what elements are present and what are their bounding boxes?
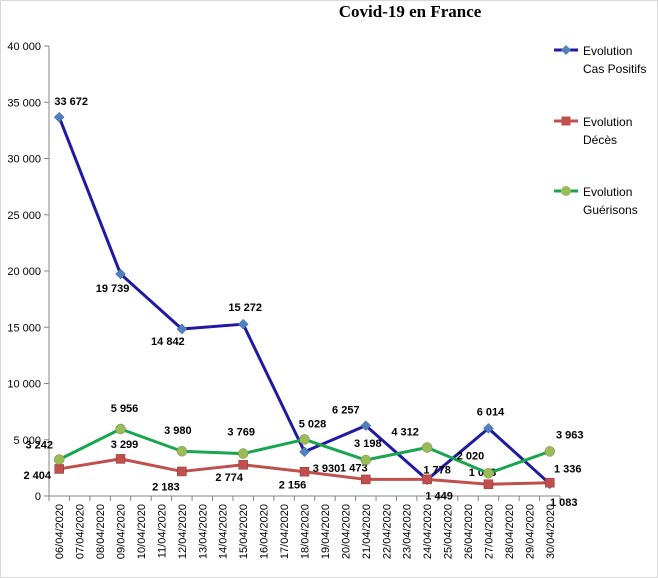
data-point [53, 111, 65, 123]
data-point [421, 442, 433, 453]
data-label: 2 020 [457, 450, 485, 462]
legend-label: Décès [583, 133, 617, 147]
legend-label: Evolution [583, 115, 632, 129]
data-point [54, 464, 64, 474]
data-label: 14 842 [151, 336, 185, 348]
data-label: 5 028 [299, 418, 327, 430]
data-point [422, 474, 432, 485]
x-tick-label: 18/04/2020 [300, 504, 312, 559]
legend-label: Evolution [583, 44, 632, 58]
data-label: 3 769 [227, 427, 255, 439]
x-tick-label: 09/04/2020 [116, 504, 128, 559]
data-label: 19 739 [96, 283, 130, 295]
x-tick-label: 16/04/2020 [259, 504, 271, 559]
data-label: 3 963 [556, 429, 584, 441]
x-tick-label: 25/04/2020 [443, 504, 455, 559]
data-label: 5 956 [111, 403, 139, 415]
y-tick-label: 40 000 [7, 41, 41, 53]
x-tick-label: 30/04/2020 [545, 504, 557, 559]
legend-marker [561, 186, 571, 196]
x-tick-label: 15/04/2020 [238, 504, 250, 559]
x-tick-label: 23/04/2020 [402, 504, 414, 559]
data-point [237, 318, 249, 330]
data-label: 1 449 [425, 491, 453, 503]
data-label: 3 198 [354, 438, 382, 450]
data-point [361, 474, 371, 485]
y-tick-label: 20 000 [7, 266, 41, 278]
x-tick-label: 21/04/2020 [361, 504, 373, 559]
x-tick-label: 07/04/2020 [75, 504, 87, 559]
data-label: 3 242 [25, 440, 53, 452]
y-tick-label: 35 000 [7, 97, 41, 109]
x-tick-label: 22/04/2020 [381, 504, 393, 559]
x-tick-label: 20/04/2020 [340, 504, 352, 559]
y-tick-label: 25 000 [7, 210, 41, 222]
y-tick-label: 30 000 [7, 154, 41, 166]
data-label: 3 930 [313, 463, 341, 475]
data-point [237, 448, 249, 459]
data-point [299, 466, 310, 477]
data-point [483, 468, 494, 479]
legend-label: Guérisons [583, 203, 638, 217]
legend-label: Evolution [583, 185, 632, 199]
legend-marker [561, 45, 571, 55]
x-tick-label: 28/04/2020 [504, 504, 516, 559]
data-label: 4 312 [391, 426, 419, 438]
data-label: 6 014 [477, 406, 505, 418]
x-tick-label: 29/04/2020 [524, 504, 536, 559]
data-label: 6 257 [332, 405, 360, 417]
data-label: 1 473 [340, 462, 368, 474]
data-point [176, 445, 188, 457]
x-tick-label: 14/04/2020 [218, 504, 230, 559]
data-point [176, 323, 188, 335]
data-point [544, 446, 556, 457]
data-point [53, 454, 65, 465]
x-tick-label: 24/04/2020 [422, 504, 434, 559]
x-tick-label: 13/04/2020 [197, 504, 209, 559]
x-tick-label: 11/04/2020 [156, 504, 168, 558]
data-point [238, 460, 248, 470]
data-point [299, 446, 310, 458]
data-label: 33 672 [54, 96, 88, 108]
data-point [115, 454, 126, 464]
x-tick-label: 19/04/2020 [320, 504, 332, 559]
data-label: 1 336 [554, 464, 582, 476]
data-label: 3 980 [164, 425, 192, 437]
data-point [115, 268, 126, 280]
y-tick-label: 10 000 [7, 379, 41, 391]
data-point [299, 434, 310, 445]
data-label: 2 404 [23, 470, 51, 482]
y-tick-label: 5 000 [13, 435, 41, 447]
data-label: 3 299 [111, 439, 139, 451]
x-tick-label: 26/04/2020 [463, 504, 475, 559]
data-label: 1 778 [423, 464, 451, 476]
data-point [360, 454, 372, 466]
data-label: 2 183 [152, 481, 180, 493]
data-point [115, 423, 126, 435]
data-label: 1 083 [550, 497, 578, 509]
data-label: 2 774 [215, 472, 243, 484]
x-tick-label: 27/04/2020 [483, 504, 495, 559]
data-point [545, 477, 555, 488]
data-point [360, 420, 372, 431]
legend-marker [561, 116, 571, 126]
x-tick-label: 06/04/2020 [54, 504, 66, 559]
data-label: 2 156 [279, 480, 307, 492]
data-point [483, 422, 494, 434]
chart-title: Covid-19 en France [338, 2, 482, 21]
data-point [177, 466, 187, 477]
y-tick-label: 0 [35, 491, 41, 503]
legend-label: Cas Positifs [583, 62, 646, 76]
x-tick-label: 10/04/2020 [136, 504, 148, 559]
x-tick-label: 08/04/2020 [95, 504, 107, 559]
y-tick-label: 15 000 [7, 322, 41, 334]
x-tick-label: 12/04/2020 [177, 504, 189, 559]
x-tick-label: 17/04/2020 [279, 504, 291, 559]
data-point [483, 479, 494, 489]
data-label: 15 272 [228, 302, 262, 314]
